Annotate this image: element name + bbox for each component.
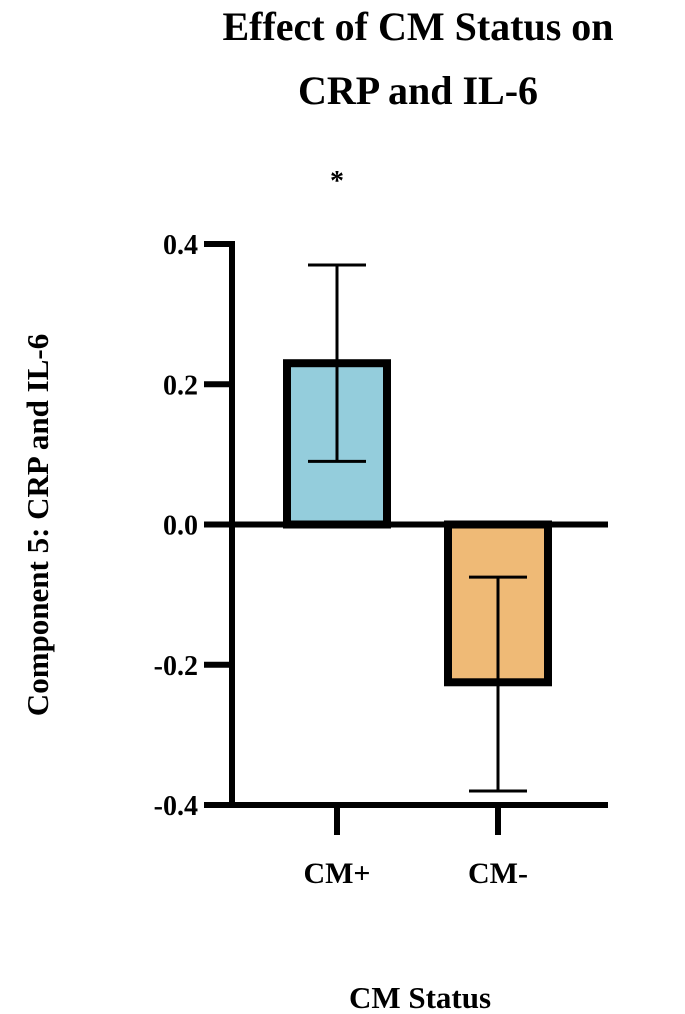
- x-tick-label: CM+: [303, 857, 370, 890]
- y-tick-label: -0.2: [154, 651, 198, 682]
- x-tick-label: CM-: [468, 857, 528, 890]
- plot-area: -0.4 -0.2 0.0 0.2 0.4 CM+ CM- *: [154, 166, 608, 890]
- y-tick-label: 0.4: [163, 230, 198, 261]
- y-tick-label: 0.2: [163, 370, 198, 401]
- chart-title-line-1: Effect of CM Status on: [222, 4, 613, 49]
- chart-title: Effect of CM Status on CRP and IL-6: [222, 4, 613, 113]
- y-axis-label: Component 5: CRP and IL-6: [20, 334, 55, 716]
- y-tick-label: -0.4: [154, 791, 198, 822]
- y-tick-label: 0.0: [163, 511, 198, 542]
- significance-marker: *: [330, 166, 344, 197]
- chart-title-line-2: CRP and IL-6: [298, 68, 538, 113]
- x-axis-label: CM Status: [349, 980, 491, 1014]
